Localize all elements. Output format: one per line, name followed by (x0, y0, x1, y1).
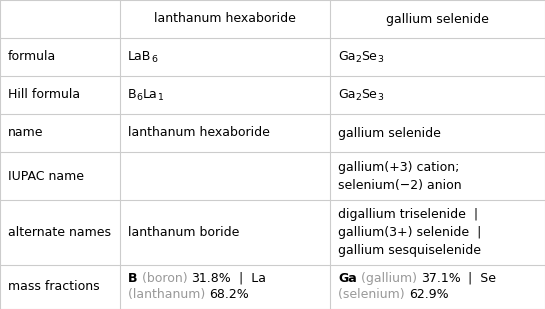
Text: Ga: Ga (338, 272, 357, 285)
Text: formula: formula (8, 50, 56, 64)
Text: |  La: | La (231, 272, 266, 285)
Text: 68.2%: 68.2% (209, 288, 249, 301)
Text: B: B (128, 88, 137, 101)
Text: Ga: Ga (338, 50, 355, 64)
Text: IUPAC name: IUPAC name (8, 170, 84, 183)
Text: name: name (8, 126, 44, 139)
Text: 62.9%: 62.9% (409, 288, 448, 301)
Text: B: B (128, 272, 137, 285)
Text: 6: 6 (137, 93, 143, 102)
Text: lanthanum boride: lanthanum boride (128, 226, 239, 239)
Text: (gallium): (gallium) (357, 272, 421, 285)
Text: (boron): (boron) (137, 272, 191, 285)
Text: Hill formula: Hill formula (8, 88, 80, 101)
Text: (lanthanum): (lanthanum) (128, 288, 209, 301)
Text: 3: 3 (377, 93, 383, 102)
Text: digallium triselenide  |
gallium(3+) selenide  |
gallium sesquiselenide: digallium triselenide | gallium(3+) sele… (338, 208, 481, 257)
Text: gallium selenide: gallium selenide (386, 12, 489, 26)
Text: Se: Se (361, 88, 377, 101)
Text: Se: Se (361, 50, 377, 64)
Text: (selenium): (selenium) (338, 288, 409, 301)
Text: Ga: Ga (338, 88, 355, 101)
Text: 6: 6 (152, 55, 158, 64)
Text: LaB: LaB (128, 50, 152, 64)
Text: 31.8%: 31.8% (191, 272, 231, 285)
Text: mass fractions: mass fractions (8, 281, 100, 294)
Text: gallium selenide: gallium selenide (338, 126, 441, 139)
Text: 37.1%: 37.1% (421, 272, 461, 285)
Text: 2: 2 (355, 55, 361, 64)
Text: gallium(+3) cation;
selenium(−2) anion: gallium(+3) cation; selenium(−2) anion (338, 160, 462, 192)
Text: alternate names: alternate names (8, 226, 111, 239)
Text: lanthanum hexaboride: lanthanum hexaboride (154, 12, 296, 26)
Text: 3: 3 (377, 55, 383, 64)
Text: lanthanum hexaboride: lanthanum hexaboride (128, 126, 270, 139)
Text: La: La (143, 88, 158, 101)
Text: |  Se: | Se (461, 272, 496, 285)
Text: 2: 2 (355, 93, 361, 102)
Text: 1: 1 (158, 93, 164, 102)
